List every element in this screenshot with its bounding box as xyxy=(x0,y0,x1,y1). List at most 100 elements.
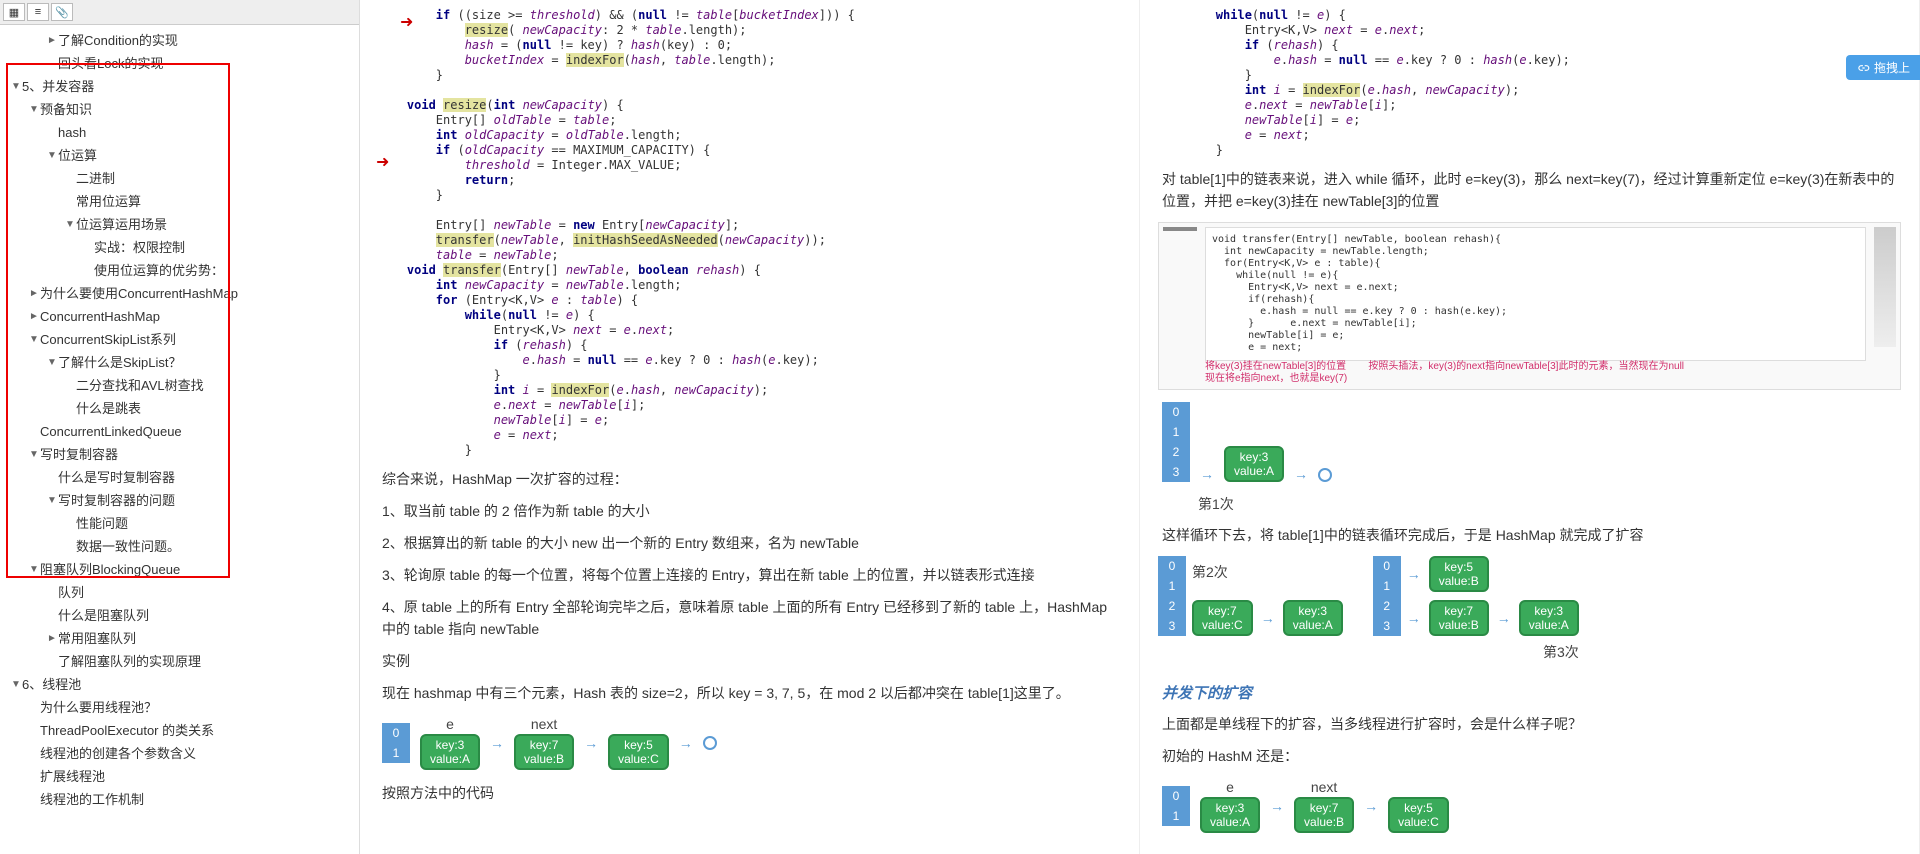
caret-icon[interactable] xyxy=(28,445,40,464)
newtable-diagram: 0 1 2 3 → key:3 value:A → xyxy=(1162,402,1897,482)
tree-item[interactable]: 线程池的工作机制 xyxy=(0,788,359,811)
tree-item[interactable]: 实战：权限控制 xyxy=(0,236,359,259)
paragraph: 对 table[1]中的链表来说，进入 while 循环，此时 e=key(3)… xyxy=(1162,168,1897,212)
paragraph: 现在 hashmap 中有三个元素，Hash 表的 size=2，所以 key … xyxy=(382,682,1117,704)
tree-item[interactable]: 数据一致性问题。 xyxy=(0,535,359,558)
tree-item-label: 二分查找和AVL树查找 xyxy=(76,376,204,395)
tree-item-label: 阻塞队列BlockingQueue xyxy=(40,560,180,579)
tree-item[interactable]: 扩展线程池 xyxy=(0,765,359,788)
tree-item[interactable]: ConcurrentHashMap xyxy=(0,305,359,328)
node-key: key:3 xyxy=(1298,604,1327,618)
arrow-icon: → xyxy=(1407,566,1421,582)
tree-item-label: ConcurrentHashMap xyxy=(40,307,160,326)
tree-item[interactable]: ConcurrentLinkedQueue xyxy=(0,420,359,443)
caret-icon[interactable] xyxy=(46,146,58,165)
index-cell: 1 xyxy=(1162,806,1190,826)
tree-item-label: ConcurrentLinkedQueue xyxy=(40,422,182,441)
tree-item[interactable]: 了解什么是SkipList？ xyxy=(0,351,359,374)
list-node: key:7value:C xyxy=(1192,600,1253,636)
tree-item[interactable]: 为什么要用线程池？ xyxy=(0,696,359,719)
list-node: key:3 value:A xyxy=(420,734,480,770)
caret-icon[interactable] xyxy=(10,675,22,694)
tree-item[interactable]: 什么是跳表 xyxy=(0,397,359,420)
caret-icon[interactable] xyxy=(46,629,58,648)
index-cell: 0 xyxy=(382,723,410,743)
arrow-icon: → xyxy=(1200,466,1214,482)
tree-item[interactable]: 常用位运算 xyxy=(0,190,359,213)
tree-item[interactable]: ThreadPoolExecutor 的类关系 xyxy=(0,719,359,742)
pointer-label: e xyxy=(1226,779,1234,795)
tree-item-label: 回头看Lock的实现 xyxy=(58,54,163,73)
caret-icon[interactable] xyxy=(28,560,40,579)
caret-icon[interactable] xyxy=(28,307,40,326)
node-value: value:C xyxy=(1202,618,1243,632)
tree-item[interactable]: 什么是写时复制容器 xyxy=(0,466,359,489)
toolbar: ▦ ≡ 📎 xyxy=(0,0,359,25)
list-node: key:5value:B xyxy=(1429,556,1489,592)
app-root: ▦ ≡ 📎 了解Condition的实现回头看Lock的实现 5、并发容器预备知识… xyxy=(0,0,1920,854)
index-cell: 1 xyxy=(1162,422,1190,442)
node-key: key:5 xyxy=(1444,560,1473,574)
tree-item[interactable]: 二进制 xyxy=(0,167,359,190)
tree-item[interactable]: 什么是阻塞队列 xyxy=(0,604,359,627)
tree-item[interactable]: 性能问题 xyxy=(0,512,359,535)
tree-item[interactable]: 了解阻塞队列的实现原理 xyxy=(0,650,359,673)
list-node: key:3value:A xyxy=(1283,600,1343,636)
list-node: key:3value:A xyxy=(1519,600,1579,636)
tree-item[interactable]: 使用位运算的优劣势： xyxy=(0,259,359,282)
attach-button[interactable]: 📎 xyxy=(51,3,73,21)
caret-icon[interactable] xyxy=(28,330,40,349)
code-block-resize-transfer: if ((size >= threshold) && (null != tabl… xyxy=(378,8,1121,458)
tree-item[interactable]: 二分查找和AVL树查找 xyxy=(0,374,359,397)
list-node: key:5 value:C xyxy=(1388,797,1449,833)
index-cell: 1 xyxy=(1373,576,1401,596)
tree-item[interactable]: 队列 xyxy=(0,581,359,604)
list-node: key:3 value:A xyxy=(1224,446,1284,482)
index-cell: 1 xyxy=(382,743,410,763)
node-value: value:A xyxy=(430,752,470,766)
caret-icon[interactable] xyxy=(28,100,40,119)
caret-icon[interactable] xyxy=(64,215,76,234)
annotation-label: 将key(3)挂在newTable[3]的位置 xyxy=(1205,361,1346,372)
tree-item[interactable]: 6、线程池 xyxy=(0,673,359,696)
tree-item-label: 为什么要使用ConcurrentHashMap xyxy=(40,284,238,303)
index-column: 0 1 xyxy=(1162,786,1190,826)
tree-item-label: 性能问题 xyxy=(76,514,128,533)
tree-item[interactable]: 5、并发容器 xyxy=(0,75,359,98)
caret-icon[interactable] xyxy=(46,31,58,50)
tree-item[interactable]: 常用阻塞队列 xyxy=(0,627,359,650)
sidebar: ▦ ≡ 📎 了解Condition的实现回头看Lock的实现 5、并发容器预备知识… xyxy=(0,0,360,854)
node-group: next key:7 value:B xyxy=(1294,779,1354,833)
drag-float-button[interactable]: 拖拽上 xyxy=(1846,55,1920,80)
arrow-icon: ➜ xyxy=(376,152,389,172)
caret-icon[interactable] xyxy=(46,353,58,372)
spacer xyxy=(1416,779,1420,795)
caret-icon[interactable] xyxy=(10,77,22,96)
tree-item[interactable]: 回头看Lock的实现 xyxy=(0,52,359,75)
view-grid-button[interactable]: ▦ xyxy=(3,3,25,21)
view-list-button[interactable]: ≡ xyxy=(27,3,49,21)
index-cell: 3 xyxy=(1162,462,1190,482)
node-group: key:5 value:C xyxy=(1388,779,1449,833)
caret-icon[interactable] xyxy=(46,491,58,510)
arrow-icon: → xyxy=(679,735,693,751)
tree-item-label: 写时复制容器 xyxy=(40,445,118,464)
tree-item[interactable]: ConcurrentSkipList系列 xyxy=(0,328,359,351)
tree-item[interactable]: 为什么要使用ConcurrentHashMap xyxy=(0,282,359,305)
tree-item[interactable]: 预备知识 xyxy=(0,98,359,121)
index-cell: 1 xyxy=(1158,576,1186,596)
caret-icon[interactable] xyxy=(28,284,40,303)
tree-item[interactable]: 位运算运用场景 xyxy=(0,213,359,236)
tree-item[interactable]: 写时复制容器的问题 xyxy=(0,489,359,512)
tree-item[interactable]: 写时复制容器 xyxy=(0,443,359,466)
tree-item[interactable]: 线程池的创建各个参数含义 xyxy=(0,742,359,765)
node-row: → key:7value:B → key:3value:A xyxy=(1407,600,1579,636)
tree-item[interactable]: hash xyxy=(0,121,359,144)
node-key: key:7 xyxy=(530,738,559,752)
mini-code-block: void transfer(Entry[] newTable, boolean … xyxy=(1205,227,1866,361)
node-key: key:3 xyxy=(1216,801,1245,815)
tree-item[interactable]: 位运算 xyxy=(0,144,359,167)
list-node: key:7 value:B xyxy=(514,734,574,770)
tree-item[interactable]: 阻塞队列BlockingQueue xyxy=(0,558,359,581)
tree-item[interactable]: 了解Condition的实现 xyxy=(0,29,359,52)
